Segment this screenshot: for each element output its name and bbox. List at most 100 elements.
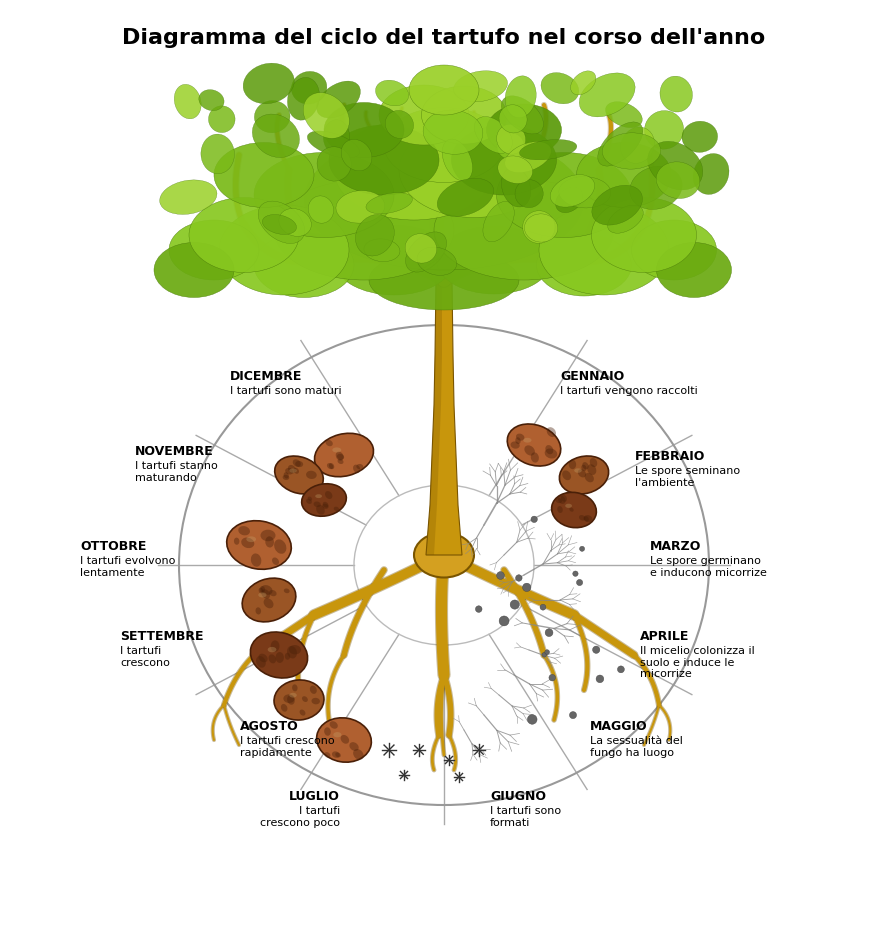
Ellipse shape [645, 110, 684, 149]
Ellipse shape [285, 468, 293, 475]
Ellipse shape [304, 130, 584, 270]
Text: APRILE: APRILE [640, 630, 689, 643]
Ellipse shape [582, 464, 587, 471]
Ellipse shape [219, 205, 349, 295]
Text: GENNAIO: GENNAIO [560, 370, 624, 383]
Ellipse shape [499, 105, 527, 133]
Ellipse shape [268, 654, 276, 664]
Ellipse shape [336, 752, 341, 757]
Circle shape [580, 547, 584, 551]
Ellipse shape [169, 220, 259, 280]
Ellipse shape [274, 539, 286, 554]
Circle shape [475, 606, 482, 613]
Ellipse shape [322, 504, 329, 509]
Circle shape [511, 600, 519, 609]
Ellipse shape [584, 473, 594, 482]
Ellipse shape [307, 497, 312, 501]
Ellipse shape [353, 749, 363, 760]
Ellipse shape [289, 693, 297, 698]
Ellipse shape [329, 464, 334, 469]
Circle shape [499, 616, 509, 626]
Ellipse shape [556, 187, 583, 212]
Ellipse shape [334, 507, 339, 511]
Ellipse shape [602, 133, 661, 169]
Ellipse shape [511, 442, 519, 448]
Text: I tartufi evolvono
lentamente: I tartufi evolvono lentamente [80, 556, 175, 578]
Ellipse shape [322, 502, 329, 508]
Ellipse shape [568, 460, 576, 469]
Ellipse shape [515, 437, 520, 444]
Ellipse shape [324, 752, 330, 758]
Ellipse shape [566, 504, 572, 508]
Ellipse shape [333, 733, 342, 737]
Ellipse shape [209, 106, 235, 132]
Ellipse shape [341, 140, 372, 171]
Ellipse shape [238, 526, 250, 535]
Ellipse shape [312, 698, 320, 704]
Ellipse shape [523, 211, 555, 244]
Ellipse shape [583, 515, 592, 522]
Ellipse shape [327, 464, 333, 469]
Text: Le spore germinano
e inducono micorrize: Le spore germinano e inducono micorrize [650, 556, 767, 578]
Ellipse shape [656, 243, 732, 297]
Ellipse shape [284, 588, 289, 593]
Ellipse shape [242, 578, 296, 622]
Ellipse shape [541, 73, 579, 104]
Ellipse shape [283, 695, 295, 703]
Text: I tartufi vengono raccolti: I tartufi vengono raccolti [560, 386, 698, 396]
Ellipse shape [656, 161, 700, 198]
Ellipse shape [251, 553, 261, 566]
Ellipse shape [579, 73, 635, 117]
Ellipse shape [576, 143, 671, 208]
Ellipse shape [329, 721, 337, 729]
Ellipse shape [314, 433, 374, 477]
Ellipse shape [316, 505, 325, 514]
Ellipse shape [243, 63, 294, 104]
Ellipse shape [405, 234, 437, 263]
Ellipse shape [385, 110, 414, 139]
Ellipse shape [199, 90, 224, 110]
Text: Diagramma del ciclo del tartufo nel corso dell'anno: Diagramma del ciclo del tartufo nel cors… [123, 28, 765, 48]
Ellipse shape [214, 143, 314, 208]
Text: MARZO: MARZO [650, 540, 702, 553]
Ellipse shape [341, 735, 349, 744]
Ellipse shape [256, 607, 261, 615]
Ellipse shape [256, 656, 266, 667]
Ellipse shape [498, 156, 533, 183]
Text: MAGGIO: MAGGIO [590, 720, 647, 733]
Ellipse shape [337, 459, 344, 464]
Text: I tartufi crescono
rapidamente: I tartufi crescono rapidamente [240, 736, 335, 758]
Text: Le spore seminano
l'ambiente: Le spore seminano l'ambiente [635, 466, 740, 488]
Ellipse shape [558, 496, 566, 504]
Ellipse shape [454, 71, 508, 102]
Circle shape [576, 580, 583, 585]
Text: OTTOBRE: OTTOBRE [80, 540, 147, 553]
Ellipse shape [201, 134, 234, 174]
Ellipse shape [334, 120, 494, 220]
Ellipse shape [547, 428, 556, 437]
Ellipse shape [437, 226, 551, 294]
Ellipse shape [287, 646, 297, 659]
Ellipse shape [274, 680, 324, 720]
Ellipse shape [332, 751, 340, 758]
Ellipse shape [598, 122, 643, 166]
Ellipse shape [583, 463, 589, 469]
Text: AGOSTO: AGOSTO [240, 720, 298, 733]
Ellipse shape [406, 232, 447, 272]
Ellipse shape [250, 632, 307, 678]
Ellipse shape [289, 645, 301, 654]
Ellipse shape [336, 191, 385, 223]
Ellipse shape [295, 461, 303, 467]
Circle shape [527, 715, 537, 724]
Ellipse shape [647, 142, 703, 190]
Circle shape [549, 674, 556, 681]
Ellipse shape [451, 125, 557, 195]
Ellipse shape [310, 685, 317, 694]
Polygon shape [426, 280, 462, 555]
Ellipse shape [308, 196, 334, 223]
Ellipse shape [558, 506, 563, 513]
Ellipse shape [591, 197, 696, 273]
Ellipse shape [291, 72, 327, 104]
Circle shape [542, 652, 547, 657]
Ellipse shape [260, 530, 275, 541]
